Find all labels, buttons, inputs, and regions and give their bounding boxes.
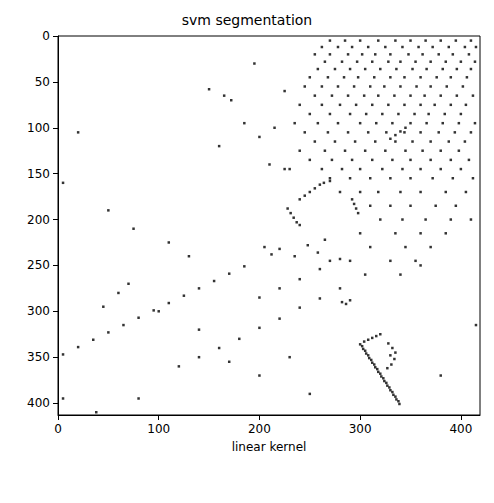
svg-text:100: 100 [27, 121, 50, 135]
svg-text:linear kernel: linear kernel [232, 440, 307, 454]
svg-text:150: 150 [27, 167, 50, 181]
svg-text:400: 400 [449, 422, 472, 436]
svg-text:svm segmentation: svm segmentation [182, 12, 312, 28]
svg-text:50: 50 [35, 75, 50, 89]
svg-text:300: 300 [27, 304, 50, 318]
svg-text:0: 0 [42, 29, 50, 43]
svg-text:250: 250 [27, 258, 50, 272]
svg-text:350: 350 [27, 350, 50, 364]
svg-text:100: 100 [147, 422, 170, 436]
svg-text:200: 200 [248, 422, 271, 436]
svg-text:300: 300 [349, 422, 372, 436]
svg-text:400: 400 [27, 396, 50, 410]
svg-text:0: 0 [54, 422, 62, 436]
svg-text:200: 200 [27, 213, 50, 227]
